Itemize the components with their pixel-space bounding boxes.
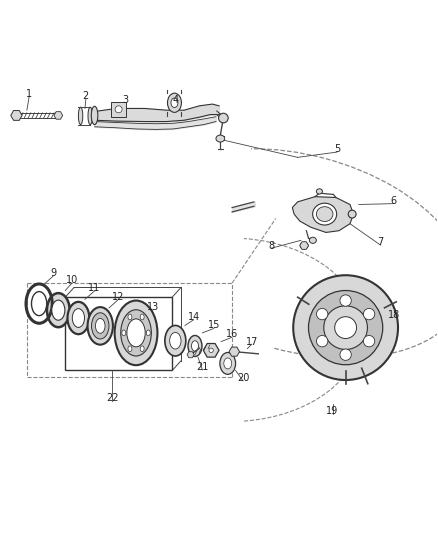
Ellipse shape: [348, 210, 356, 218]
Text: 17: 17: [246, 337, 258, 346]
Text: 2: 2: [83, 91, 89, 101]
Ellipse shape: [191, 341, 198, 351]
Ellipse shape: [127, 319, 145, 347]
Ellipse shape: [67, 302, 89, 334]
Ellipse shape: [309, 237, 316, 244]
Text: 3: 3: [122, 95, 128, 104]
Ellipse shape: [300, 242, 308, 249]
Circle shape: [340, 295, 351, 306]
Text: 19: 19: [326, 407, 339, 416]
Bar: [65, 297, 172, 370]
Ellipse shape: [167, 93, 181, 112]
Ellipse shape: [165, 326, 186, 356]
Text: 4: 4: [172, 95, 178, 104]
Circle shape: [364, 335, 375, 347]
Ellipse shape: [92, 313, 109, 339]
Ellipse shape: [91, 106, 98, 125]
Text: 13: 13: [146, 302, 159, 312]
Ellipse shape: [220, 352, 236, 374]
Circle shape: [364, 309, 375, 320]
Ellipse shape: [88, 307, 113, 345]
Circle shape: [293, 275, 398, 380]
Ellipse shape: [170, 333, 181, 349]
Text: 9: 9: [50, 268, 56, 278]
Ellipse shape: [52, 300, 65, 320]
Ellipse shape: [171, 98, 178, 108]
Polygon shape: [292, 197, 353, 232]
Circle shape: [317, 309, 328, 320]
Text: 14: 14: [187, 312, 200, 322]
Ellipse shape: [95, 318, 105, 333]
Text: 12: 12: [112, 292, 124, 302]
Ellipse shape: [216, 135, 225, 142]
Text: 6: 6: [391, 196, 397, 206]
Ellipse shape: [128, 314, 132, 320]
Circle shape: [324, 306, 367, 350]
Text: 10: 10: [66, 276, 78, 286]
Text: 15: 15: [208, 320, 220, 330]
Polygon shape: [203, 344, 219, 357]
Polygon shape: [54, 111, 63, 119]
Ellipse shape: [121, 310, 151, 356]
Ellipse shape: [313, 203, 337, 225]
Ellipse shape: [209, 348, 213, 352]
Text: 7: 7: [378, 238, 384, 247]
Polygon shape: [229, 347, 240, 356]
Ellipse shape: [316, 207, 333, 222]
Text: 8: 8: [268, 240, 275, 251]
Ellipse shape: [224, 358, 232, 369]
Ellipse shape: [115, 106, 122, 113]
Ellipse shape: [140, 314, 144, 320]
Text: 16: 16: [226, 329, 238, 339]
Circle shape: [335, 317, 357, 338]
Circle shape: [308, 290, 383, 365]
Ellipse shape: [146, 330, 150, 336]
Text: 11: 11: [88, 284, 101, 293]
Text: 18: 18: [388, 310, 400, 319]
Text: 21: 21: [196, 362, 208, 372]
Text: 5: 5: [334, 144, 340, 155]
Text: 22: 22: [106, 393, 118, 403]
Circle shape: [340, 349, 351, 360]
Bar: [111, 102, 126, 117]
Ellipse shape: [47, 293, 70, 327]
Ellipse shape: [128, 346, 132, 352]
Polygon shape: [11, 110, 22, 120]
Ellipse shape: [72, 309, 85, 327]
Ellipse shape: [88, 107, 92, 125]
Circle shape: [317, 335, 328, 347]
Polygon shape: [300, 242, 308, 249]
Ellipse shape: [188, 335, 202, 357]
Ellipse shape: [219, 113, 228, 123]
Ellipse shape: [122, 330, 126, 336]
Polygon shape: [187, 352, 194, 358]
Text: 20: 20: [237, 373, 249, 383]
Ellipse shape: [78, 107, 83, 125]
Ellipse shape: [316, 189, 322, 194]
Ellipse shape: [115, 301, 157, 365]
Ellipse shape: [140, 346, 144, 352]
Text: 1: 1: [26, 89, 32, 99]
